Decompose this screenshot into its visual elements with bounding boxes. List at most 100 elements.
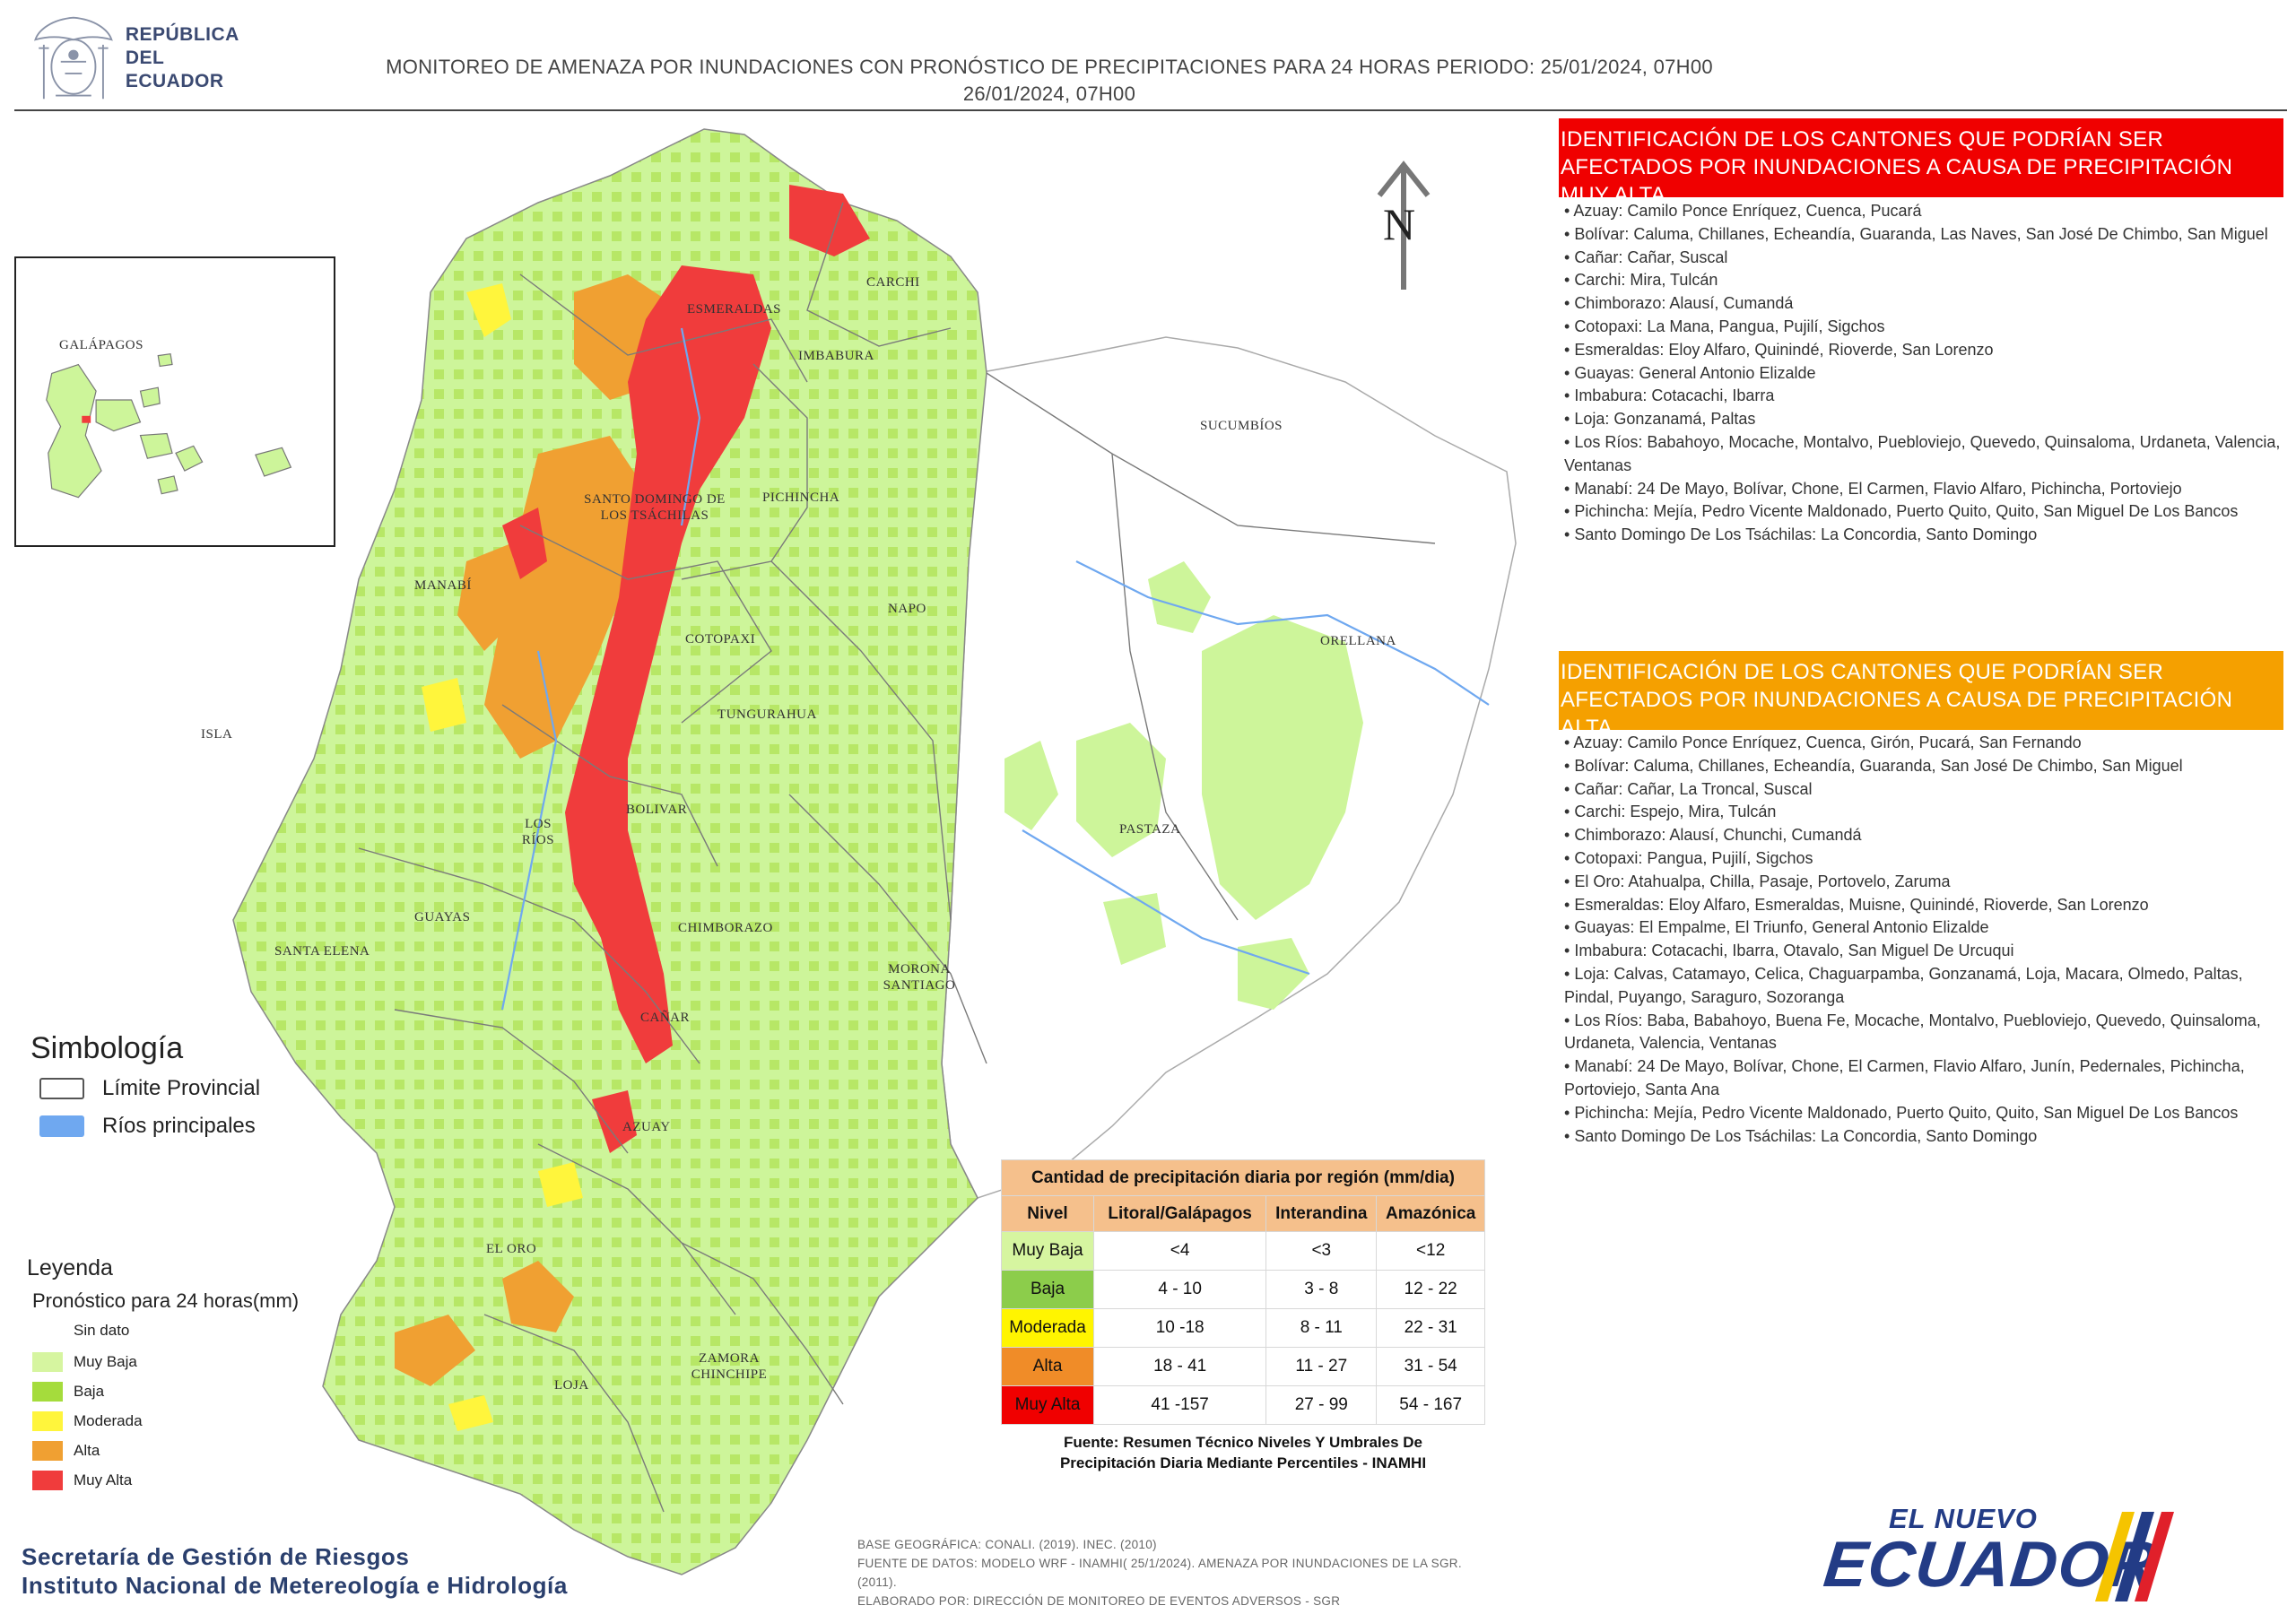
- list-item: Manabí: 24 De Mayo, Bolívar, Chone, El C…: [1564, 1055, 2287, 1102]
- footer-note: ELABORADO POR: DIRECCIÓN DE MONITOREO DE…: [857, 1594, 1341, 1608]
- leyenda-label: Alta: [74, 1442, 100, 1459]
- province-boundary-swatch: [39, 1078, 84, 1099]
- amazon-green-patches: [1004, 561, 1363, 1010]
- list-item: Manabí: 24 De Mayo, Bolívar, Chone, El C…: [1564, 478, 2287, 501]
- litoral-cell: 4 - 10: [1093, 1270, 1267, 1309]
- list-item: Santo Domingo De Los Tsáchilas: La Conco…: [1564, 524, 2287, 547]
- amazonica-cell: <12: [1376, 1231, 1485, 1271]
- list-item: Imbabura: Cotacachi, Ibarra, Otavalo, Sa…: [1564, 940, 2287, 963]
- source-line1: Fuente: Resumen Técnico Niveles Y Umbral…: [1064, 1434, 1422, 1451]
- muy-alta-zones: [502, 185, 870, 1153]
- footer-org-line1: Secretaría de Gestión de Riesgos: [22, 1543, 410, 1570]
- list-item: Los Ríos: Babahoyo, Mocache, Montalvo, P…: [1564, 431, 2287, 478]
- interandina-cell: 3 - 8: [1265, 1270, 1378, 1309]
- label-canar: CAÑAR: [640, 1011, 691, 1025]
- list-item: Cotopaxi: Pangua, Pujilí, Sigchos: [1564, 847, 2287, 871]
- label-el-oro: EL ORO: [486, 1242, 537, 1256]
- table-row: Muy Alta 41 -157 27 - 99 54 - 167: [1000, 1385, 1485, 1425]
- label-santo-domingo: SANTO DOMINGO DE LOS TSÁCHILAS: [584, 492, 726, 523]
- list-item: Azuay: Camilo Ponce Enríquez, Cuenca, Pu…: [1564, 200, 2287, 223]
- muy-alta-swatch: [32, 1471, 63, 1490]
- table-row: Muy Baja <4 <3 <12: [1000, 1231, 1485, 1271]
- footer-organizations: Secretaría de Gestión de Riesgos Institu…: [22, 1542, 568, 1600]
- government-logo: REPÚBLICA DEL ECUADOR: [27, 5, 260, 111]
- flag-stripes-icon: [2095, 1512, 2174, 1601]
- coat-of-arms-icon: [33, 16, 113, 100]
- title-line2: 26/01/2024, 07H00: [962, 82, 1136, 105]
- baja-swatch: [32, 1382, 63, 1402]
- simbologia-title: Simbología: [30, 1031, 184, 1065]
- litoral-cell: 10 -18: [1093, 1308, 1267, 1348]
- amazonica-cell: 54 - 167: [1376, 1385, 1485, 1425]
- list-item: El Oro: Atahualpa, Chilla, Pasaje, Porto…: [1564, 871, 2287, 894]
- simbologia-label: Ríos principales: [102, 1114, 256, 1138]
- amazonica-cell: 12 - 22: [1376, 1270, 1485, 1309]
- nivel-cell: Muy Baja: [1000, 1231, 1095, 1271]
- org-name-line2: DEL ECUADOR: [125, 48, 224, 91]
- label-manabi: MANABÍ: [414, 578, 472, 593]
- leyenda-subtitle: Pronóstico para 24 horas(mm): [32, 1289, 300, 1312]
- list-item: Imbabura: Cotacachi, Ibarra: [1564, 385, 2287, 408]
- footer-note: BASE GEOGRÁFICA: CONALI. (2019). INEC. (…: [857, 1538, 1157, 1551]
- label-zamora: ZAMORA CHINCHIPE: [691, 1351, 768, 1382]
- table-title-row: Cantidad de precipitación diaria por reg…: [1001, 1159, 1485, 1196]
- label-orellana: ORELLANA: [1320, 634, 1396, 648]
- nivel-cell: Moderada: [1000, 1308, 1095, 1348]
- leyenda-item-baja: Baja: [32, 1382, 104, 1402]
- list-item: Cañar: Cañar, Suscal: [1564, 247, 2287, 270]
- leyenda-label: Muy Alta: [74, 1471, 133, 1488]
- label-pichincha: PICHINCHA: [762, 490, 840, 505]
- header-nivel: Nivel: [1000, 1195, 1095, 1232]
- label-guayas: GUAYAS: [414, 910, 471, 924]
- litoral-cell: <4: [1093, 1231, 1267, 1271]
- list-item: Cañar: Cañar, La Troncal, Suscal: [1564, 778, 2287, 802]
- list-item: Santo Domingo De Los Tsáchilas: La Conco…: [1564, 1125, 2287, 1149]
- label-azuay: AZUAY: [622, 1120, 671, 1134]
- table-row: Baja 4 - 10 3 - 8 12 - 22: [1000, 1270, 1485, 1309]
- interandina-cell: 8 - 11: [1265, 1308, 1378, 1348]
- list-item: Loja: Gonzanamá, Paltas: [1564, 408, 2287, 431]
- list-item: Los Ríos: Baba, Babahoyo, Buena Fe, Moca…: [1564, 1010, 2287, 1056]
- main-rivers: [500, 327, 1490, 1011]
- list-item: Carchi: Mira, Tulcán: [1564, 269, 2287, 292]
- table-row: Moderada 10 -18 8 - 11 22 - 31: [1000, 1308, 1485, 1348]
- simbologia-item-rios: Ríos principales: [39, 1114, 256, 1139]
- label-santa-elena: SANTA ELENA: [274, 944, 370, 959]
- header-divider: [14, 109, 2287, 111]
- precipitation-table: Cantidad de precipitación diaria por reg…: [1000, 1159, 1485, 1425]
- list-item: Esmeraldas: Eloy Alfaro, Quinindé, Riove…: [1564, 339, 2287, 362]
- litoral-cell: 18 - 41: [1093, 1347, 1267, 1386]
- north-arrow-icon: [1377, 161, 1431, 290]
- label-carchi: CARCHI: [866, 275, 920, 290]
- north-label: N: [1383, 199, 1416, 249]
- table-title: Cantidad de precipitación diaria por reg…: [1001, 1159, 1485, 1196]
- label-bolivar: BOLIVAR: [626, 803, 688, 817]
- amazonica-cell: 22 - 31: [1376, 1308, 1485, 1348]
- label-chimborazo: CHIMBORAZO: [678, 921, 773, 935]
- label-loja: LOJA: [554, 1378, 589, 1393]
- river-swatch: [39, 1115, 84, 1137]
- header-litoral: Litoral/Galápagos: [1093, 1195, 1267, 1232]
- leyenda-label: Baja: [74, 1383, 105, 1400]
- muy-baja-swatch: [32, 1352, 63, 1372]
- alta-list: Azuay: Camilo Ponce Enríquez, Cuenca, Gi…: [1564, 732, 2287, 1148]
- leyenda-label: Moderada: [74, 1412, 143, 1429]
- map-panel: GALÁPAGOS N CARCHI ESMERALDAS IMBABURA S…: [0, 113, 1543, 1601]
- leyenda-label: Sin dato: [74, 1322, 130, 1339]
- table-source: Fuente: Resumen Técnico Niveles Y Umbral…: [1001, 1432, 1485, 1473]
- label-tungurahua: TUNGURAHUA: [718, 707, 817, 722]
- header-interandina: Interandina: [1265, 1195, 1378, 1232]
- title-line1: MONITOREO DE AMENAZA POR INUNDACIONES CO…: [386, 56, 1713, 78]
- footer-note: FUENTE DE DATOS: MODELO WRF - INAMHI( 25…: [857, 1557, 1462, 1589]
- list-item: Azuay: Camilo Ponce Enríquez, Cuenca, Gi…: [1564, 732, 2287, 755]
- leyenda-label: Muy Baja: [74, 1353, 137, 1370]
- ecuador-map: [232, 128, 1517, 1575]
- label-sucumbios: SUCUMBÍOS: [1200, 419, 1283, 433]
- galapagos-inset: [14, 256, 335, 547]
- label-isla: ISLA: [201, 727, 233, 742]
- list-item: Guayas: El Empalme, El Triunfo, General …: [1564, 916, 2287, 940]
- list-item: Carchi: Espejo, Mira, Tulcán: [1564, 801, 2287, 824]
- leyenda-item-moderada: Moderada: [32, 1411, 143, 1431]
- galapagos-map: [46, 352, 292, 499]
- leyenda-item-muy-alta: Muy Alta: [32, 1471, 132, 1490]
